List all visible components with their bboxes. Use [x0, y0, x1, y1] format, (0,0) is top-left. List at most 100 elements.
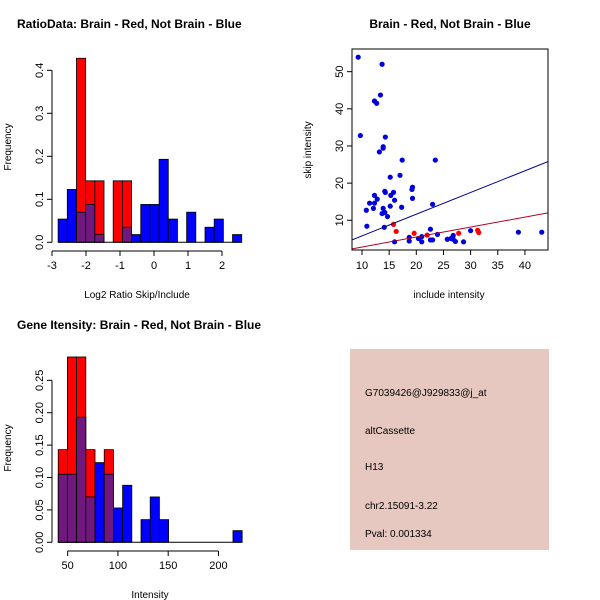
point-not-brain [397, 172, 403, 178]
point-not-brain [379, 61, 385, 67]
point-not-brain [406, 238, 412, 244]
point-not-brain [377, 92, 384, 98]
bar-not-brain [232, 530, 243, 543]
point-not-brain [391, 197, 398, 203]
y-tick-label: 0.00 [34, 532, 46, 553]
point-not-brain [379, 210, 385, 217]
bar-not-brain [131, 234, 142, 243]
bar-not-brain [158, 519, 169, 543]
point-not-brain [387, 174, 393, 180]
y-tick-label: 20 [334, 177, 346, 189]
y-tick-label: 0.10 [34, 467, 46, 488]
y-tick-label: 0.05 [34, 499, 46, 520]
point-not-brain [371, 192, 378, 198]
point-not-brain [409, 186, 415, 193]
x-tick-label: 1 [185, 260, 191, 272]
bar-overlap [76, 211, 87, 243]
point-not-brain [384, 213, 391, 220]
fit-line [352, 161, 548, 241]
bar-overlap [57, 473, 68, 543]
y-tick-label: 0.1 [34, 192, 46, 207]
x-tick-label: 40 [519, 260, 531, 272]
info-panel-background [350, 349, 549, 550]
point-not-brain [355, 54, 361, 60]
point-brain [456, 230, 462, 236]
x-tick-label: -3 [47, 260, 57, 272]
x-tick-label: 150 [159, 560, 177, 572]
pval: Pval: 0.001334 [365, 529, 432, 540]
point-not-brain [374, 100, 380, 106]
y-tick-label: 0.3 [34, 106, 46, 121]
bar-not-brain [57, 218, 68, 243]
bar-overlap [76, 416, 87, 543]
point-not-brain [363, 207, 369, 213]
x-tick-label: 35 [492, 260, 504, 272]
x-tick-label: 10 [356, 260, 368, 272]
bar-not-brain [66, 189, 77, 243]
bar-not-brain [94, 462, 105, 543]
bar-not-brain [232, 234, 243, 243]
point-not-brain [382, 134, 388, 140]
x-tick-label: 50 [62, 560, 74, 572]
bar-overlap [85, 496, 96, 543]
point-not-brain [429, 237, 436, 243]
x-tick-label: 2 [219, 260, 225, 272]
ratio-hist-ylabel: Frequency [3, 123, 14, 170]
label: H13 [365, 462, 384, 473]
point-not-brain [452, 238, 459, 245]
point-not-brain [399, 157, 405, 163]
x-tick-label: 30 [464, 260, 476, 272]
scatter-xlabel: include intensity [413, 290, 484, 301]
point-not-brain [370, 205, 376, 211]
point-brain [393, 228, 399, 235]
y-tick-label: 0.4 [34, 63, 46, 78]
intensity-histogram: 50 100 150 200 0.00 0.05 0.10 0.15 0.20 0.25 [34, 356, 243, 572]
info-panel: G7039426@J929833@j_at altCassette H13 ch… [350, 349, 549, 550]
point-not-brain [399, 204, 405, 210]
point-not-brain [427, 226, 434, 232]
x-tick-label: 15 [383, 260, 395, 272]
point-not-brain [380, 205, 386, 211]
bar-not-brain [204, 226, 215, 243]
bar-not-brain [149, 496, 160, 543]
point-not-brain [387, 203, 393, 209]
y-tick-label: 0.15 [34, 434, 46, 455]
x-tick-label: 0 [151, 260, 157, 272]
point-not-brain [539, 229, 545, 235]
bar-not-brain [140, 519, 151, 543]
intensity-hist-xlabel: Intensity [131, 590, 168, 600]
probe-id: G7039426@J929833@j_at [365, 388, 487, 399]
y-tick-label: 0.2 [34, 149, 46, 164]
point-not-brain [380, 145, 386, 151]
scatter-title: Brain - Red, Not Brain - Blue [369, 17, 531, 31]
point-brain [476, 229, 482, 236]
bar-overlap [121, 226, 132, 243]
point-not-brain [357, 132, 363, 139]
point-not-brain [371, 200, 378, 206]
bar-not-brain [113, 507, 124, 543]
ratio-hist-title: RatioData: Brain - Red, Not Brain - Blue [17, 17, 242, 31]
point-not-brain [388, 192, 394, 198]
point-not-brain [409, 195, 416, 201]
intensity-hist-title: Gene Itensity: Brain - Red, Not Brain - … [17, 318, 261, 332]
x-tick-label: 20 [410, 260, 422, 272]
bar-not-brain [122, 484, 133, 543]
bar-overlap [85, 204, 96, 243]
x-tick-label: -2 [81, 260, 91, 272]
y-tick-label: 50 [334, 66, 346, 78]
bar-brain [94, 180, 105, 243]
point-not-brain [419, 239, 425, 245]
intensity-hist-ylabel: Frequency [3, 424, 14, 471]
y-tick-label: 30 [334, 140, 346, 152]
point-not-brain [460, 239, 467, 245]
x-tick-label: 200 [209, 560, 227, 572]
point-not-brain [374, 196, 380, 202]
point-not-brain [364, 223, 370, 229]
bar-not-brain [186, 211, 197, 243]
scatter-area [352, 54, 548, 250]
point-not-brain [432, 157, 438, 163]
bar-overlap [103, 473, 114, 543]
plot-frame [351, 48, 549, 251]
point-not-brain [429, 201, 436, 207]
